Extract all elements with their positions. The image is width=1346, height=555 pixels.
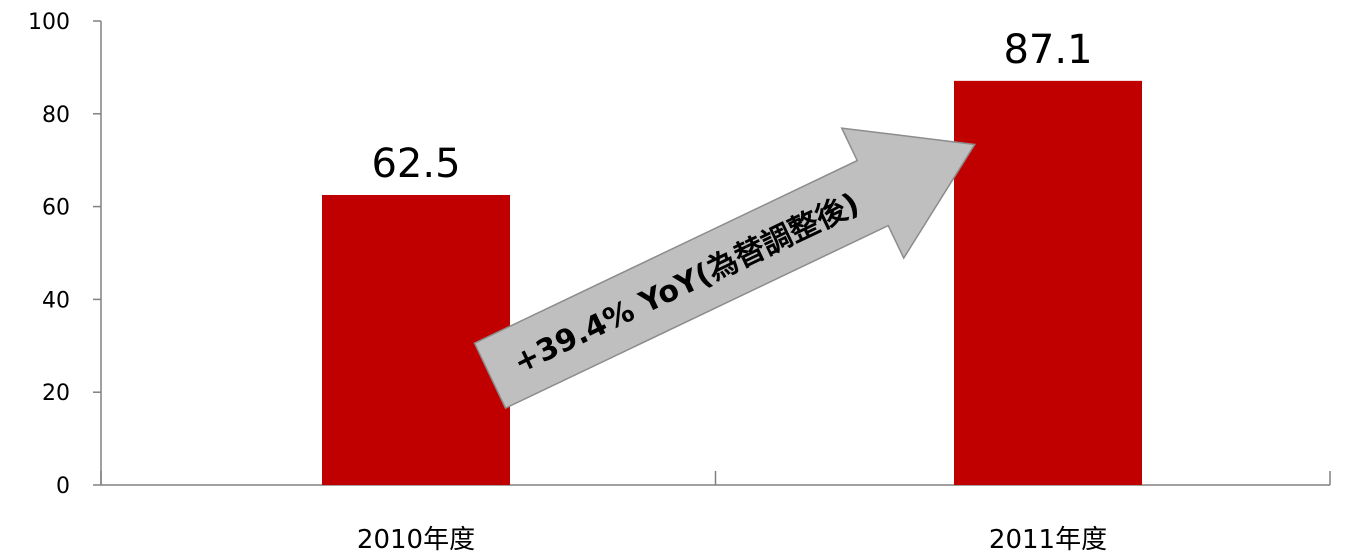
y-tick-label: 0 <box>56 474 70 499</box>
growth-annotation-text: +39.4% YoY(為替調整後) <box>508 186 865 380</box>
y-tick-label: 100 <box>28 10 70 35</box>
bar-2011 <box>954 80 1142 485</box>
y-tick-label: 80 <box>42 103 70 128</box>
y-tick-label: 60 <box>42 196 70 221</box>
y-axis-ticks: 0 20 40 60 80 100 <box>28 10 101 499</box>
x-axis-ticks <box>100 471 1331 485</box>
growth-arrow: +39.4% YoY(為替調整後) <box>473 127 976 410</box>
data-label-2010: 62.5 <box>371 141 460 187</box>
y-tick-label: 40 <box>42 288 70 313</box>
data-label-2011: 87.1 <box>1003 27 1092 73</box>
category-label-2010: 2010年度 <box>357 525 475 555</box>
y-tick-label: 20 <box>42 381 70 406</box>
category-label-2011: 2011年度 <box>989 525 1107 555</box>
bar-2010 <box>322 195 510 485</box>
arrow-icon <box>473 127 976 410</box>
